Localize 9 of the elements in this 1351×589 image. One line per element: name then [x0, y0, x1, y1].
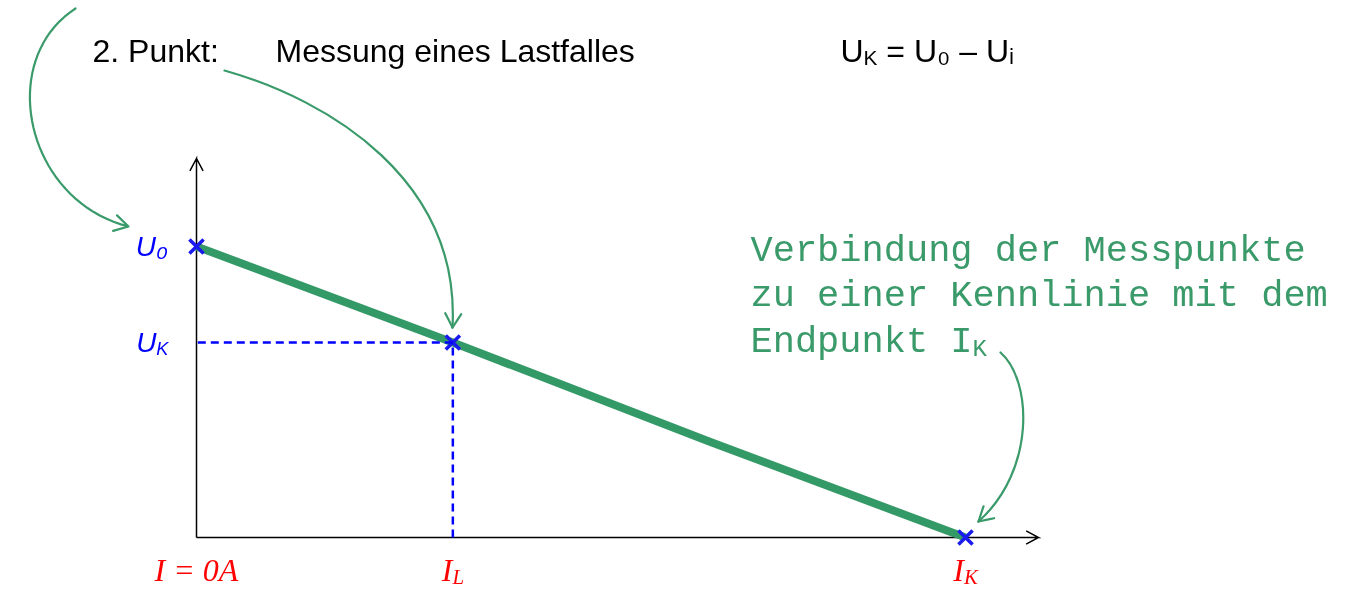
text: 2. Punkt:	[92, 32, 219, 69]
text: U₀	[135, 231, 168, 262]
text: UK	[136, 327, 170, 359]
x-tick-label: I = 0A	[153, 551, 239, 588]
text: Messung eines Lastfalles	[275, 32, 635, 69]
x-tick-label: IL	[440, 551, 464, 589]
annotation: Verbindung der Messpunkte zu einer Kennlinie mit dem Endpunkt IK	[750, 229, 1328, 364]
text: UK = U₀ – Uᵢ	[840, 32, 1015, 70]
x-tick-label: IK	[952, 551, 979, 589]
